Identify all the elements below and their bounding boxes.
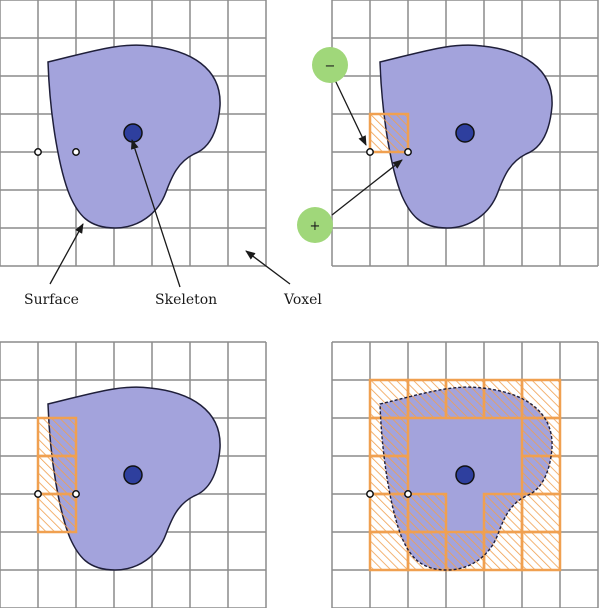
skeleton-point [123,123,143,143]
highlighted-voxels [36,416,78,534]
voxel-label: Voxel [283,292,322,308]
highlighted-voxel [482,530,524,572]
sample-point [72,490,80,498]
highlighted-voxel [520,530,562,572]
highlighted-voxel [482,492,524,534]
highlighted-voxel [444,378,486,420]
panel-bottom-left [0,341,267,608]
voxel-arrow [245,250,291,285]
sample-point [404,490,412,498]
surface-arrow [49,223,84,285]
plus-marker: + [297,207,333,243]
surface-label: Surface [24,292,79,308]
sample-point [72,148,80,156]
highlighted-voxel [520,378,562,420]
sample-point [366,490,374,498]
minus-sign: − [325,59,336,74]
highlighted-voxel [482,378,524,420]
plus-sign: + [310,219,321,234]
highlighted-voxel [36,416,78,458]
highlighted-voxel [36,492,78,534]
sample-point [366,148,374,156]
highlighted-voxel [368,492,410,534]
highlighted-voxel [520,454,562,496]
highlighted-voxel [368,112,410,154]
minus-marker: − [312,47,348,83]
panel-bottom-right [331,341,599,608]
skeleton-arrow [130,139,181,288]
highlighted-voxel [520,416,562,458]
skeleton-point [455,123,475,143]
highlighted-voxel [368,530,410,572]
plus-sign-circle [297,207,333,243]
highlighted-voxel [406,530,448,572]
highlighted-voxel [444,530,486,572]
skeleton-point [455,465,475,485]
skeleton-point [123,465,143,485]
panel-top-right [331,0,599,267]
minus-sign-circle [312,47,348,83]
plus-arrow [331,159,403,216]
sample-point [404,148,412,156]
sample-point [34,490,42,498]
highlighted-voxel [520,492,562,534]
panel-top-left: Surface Skeleton Voxel [0,0,322,308]
skeleton-label: Skeleton [155,292,217,308]
highlighted-voxel [406,378,448,420]
minus-arrow [334,79,367,146]
sample-point [34,148,42,156]
highlighted-voxel [368,416,410,458]
highlighted-voxel [406,492,448,534]
highlighted-voxel [36,454,78,496]
